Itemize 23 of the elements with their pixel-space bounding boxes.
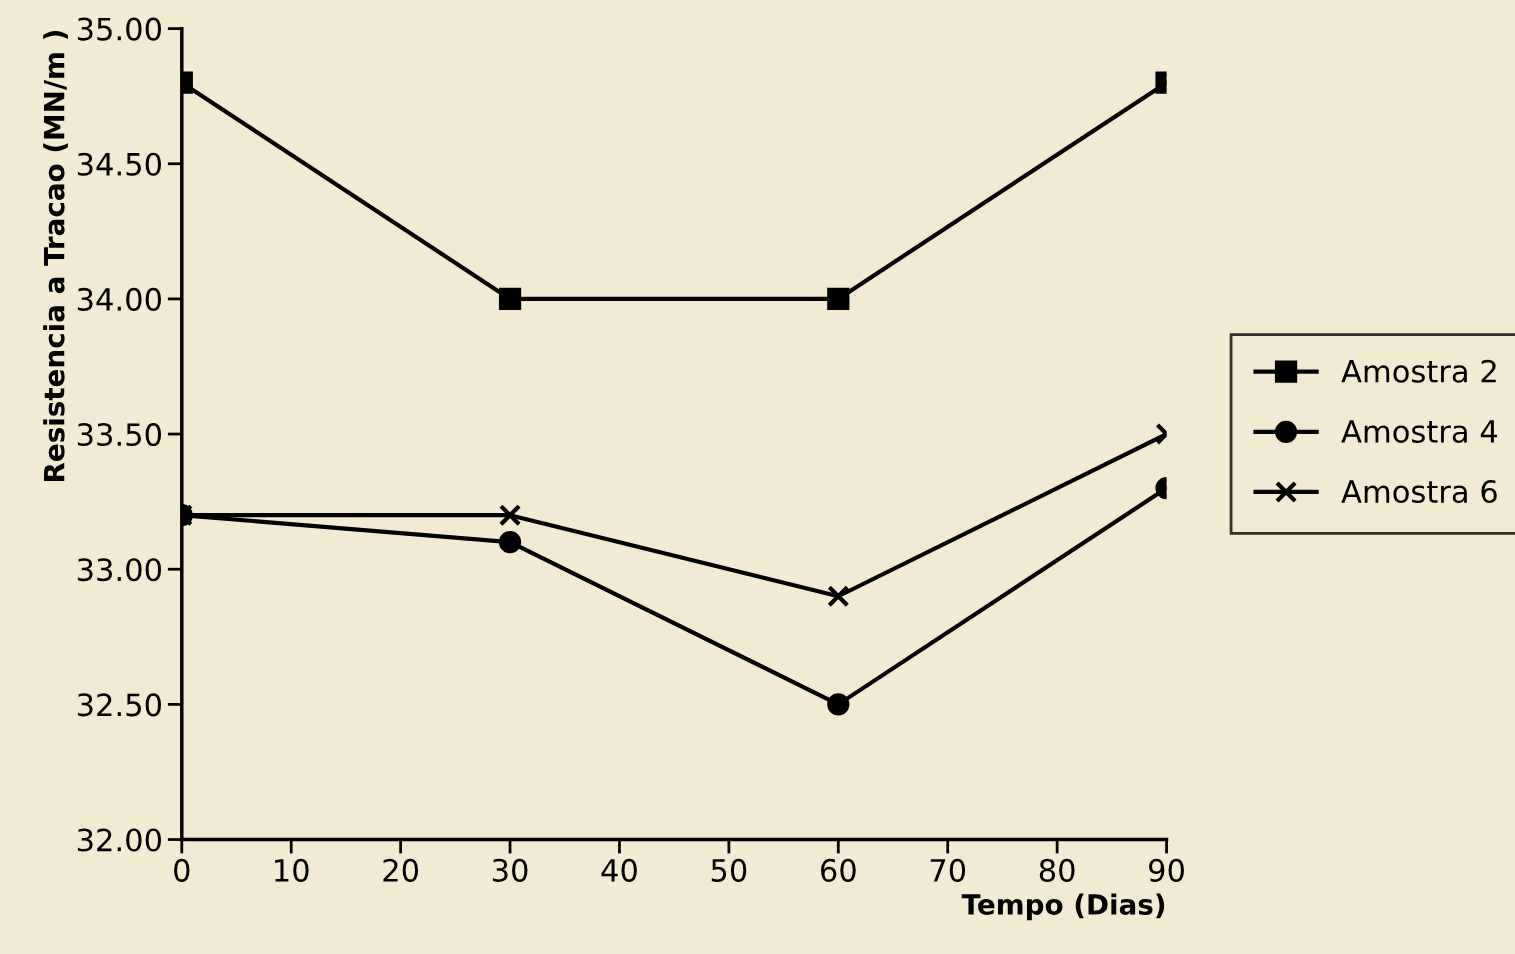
y-tick-label: 34.50 [77, 152, 162, 176]
x-tick-label: 70 [930, 858, 966, 882]
point [498, 531, 522, 554]
y-tick-label: 34.00 [77, 287, 162, 311]
y-tick-label: 32.50 [77, 693, 162, 717]
x-tick-label: 10 [275, 858, 309, 882]
x-tick-label: 80 [1039, 858, 1075, 882]
y-tick-label: 33.00 [77, 558, 162, 582]
legend-label: Amostra 2 [1341, 359, 1496, 383]
x-tick-label: 40 [601, 858, 637, 882]
x-tick-label: 30 [492, 858, 528, 882]
y-tick-label: 32.00 [77, 828, 162, 852]
y-tick-label: 35.00 [77, 17, 162, 41]
legend-label: Amostra 6 [1341, 479, 1497, 504]
x-tick-label: 20 [383, 858, 419, 882]
y-axis-title: Resistencia a Tracao (MN/m ) [43, 31, 68, 481]
x-axis-title: Tempo (Dias) [961, 893, 1165, 921]
legend-label: Amostra 4 [1341, 420, 1498, 443]
x-tick-label: 50 [711, 858, 747, 882]
x-tick-label: 90 [1149, 858, 1184, 882]
y-tick-label: 33.50 [77, 423, 162, 447]
x-tick-label: 0 [174, 858, 190, 882]
x-tick-label: 60 [820, 858, 856, 882]
